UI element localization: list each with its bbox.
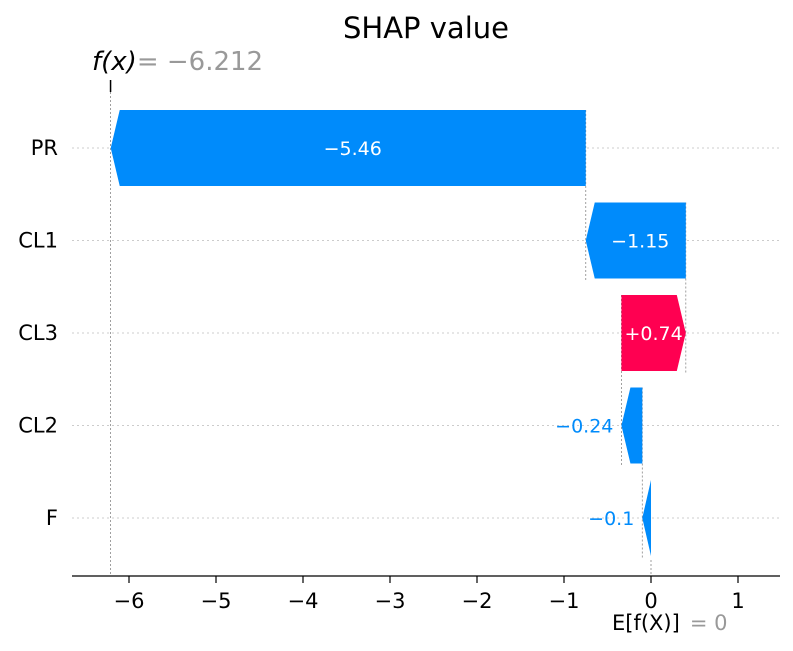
x-tick-label: −2 <box>462 589 493 613</box>
x-axis-ticks: −6 −5 −4 −3 −2 −1 0 1 <box>114 576 745 613</box>
x-tick-label: −5 <box>201 589 232 613</box>
bar-value-label: −0.1 <box>588 508 634 530</box>
x-tick-label: −4 <box>288 589 319 613</box>
category-label: CL3 <box>18 321 58 345</box>
x-tick-label: −1 <box>549 589 580 613</box>
x-tick-label: −3 <box>375 589 406 613</box>
waterfall-bar <box>110 110 586 186</box>
chart-title: SHAP value <box>343 11 509 45</box>
fx-value: = −6.212 <box>137 47 263 77</box>
bar-value-label: −1.15 <box>611 231 669 253</box>
category-label: PR <box>31 136 58 160</box>
waterfall-bar <box>621 387 643 464</box>
bar-value-label: +0.74 <box>624 323 682 345</box>
fx-annotation: f(x)= −6.212 <box>92 47 263 77</box>
efx-value: = 0 <box>690 611 728 635</box>
x-tick-label: −6 <box>114 589 145 613</box>
category-label: CL1 <box>18 229 58 253</box>
category-label: CL2 <box>18 414 58 438</box>
x-tick-label: 1 <box>731 589 744 613</box>
efx-annotation: E[f(X)] = 0 <box>612 611 727 635</box>
waterfall-bar <box>621 295 686 371</box>
fx-label: f(x) <box>92 47 137 77</box>
waterfall-bar <box>585 202 686 279</box>
efx-label: E[f(X)] <box>612 611 680 635</box>
bars-layer <box>110 110 686 556</box>
waterfall-bar <box>642 480 651 556</box>
category-label: F <box>46 506 58 530</box>
bar-value-label: −5.46 <box>324 138 382 160</box>
bar-value-label: −0.24 <box>555 416 613 438</box>
labels-layer: PR CL1 CL3 CL2 F −5.46 −1.15 +0.74 −0.24 −0.1 <box>18 136 682 530</box>
x-tick-label: 0 <box>644 589 657 613</box>
